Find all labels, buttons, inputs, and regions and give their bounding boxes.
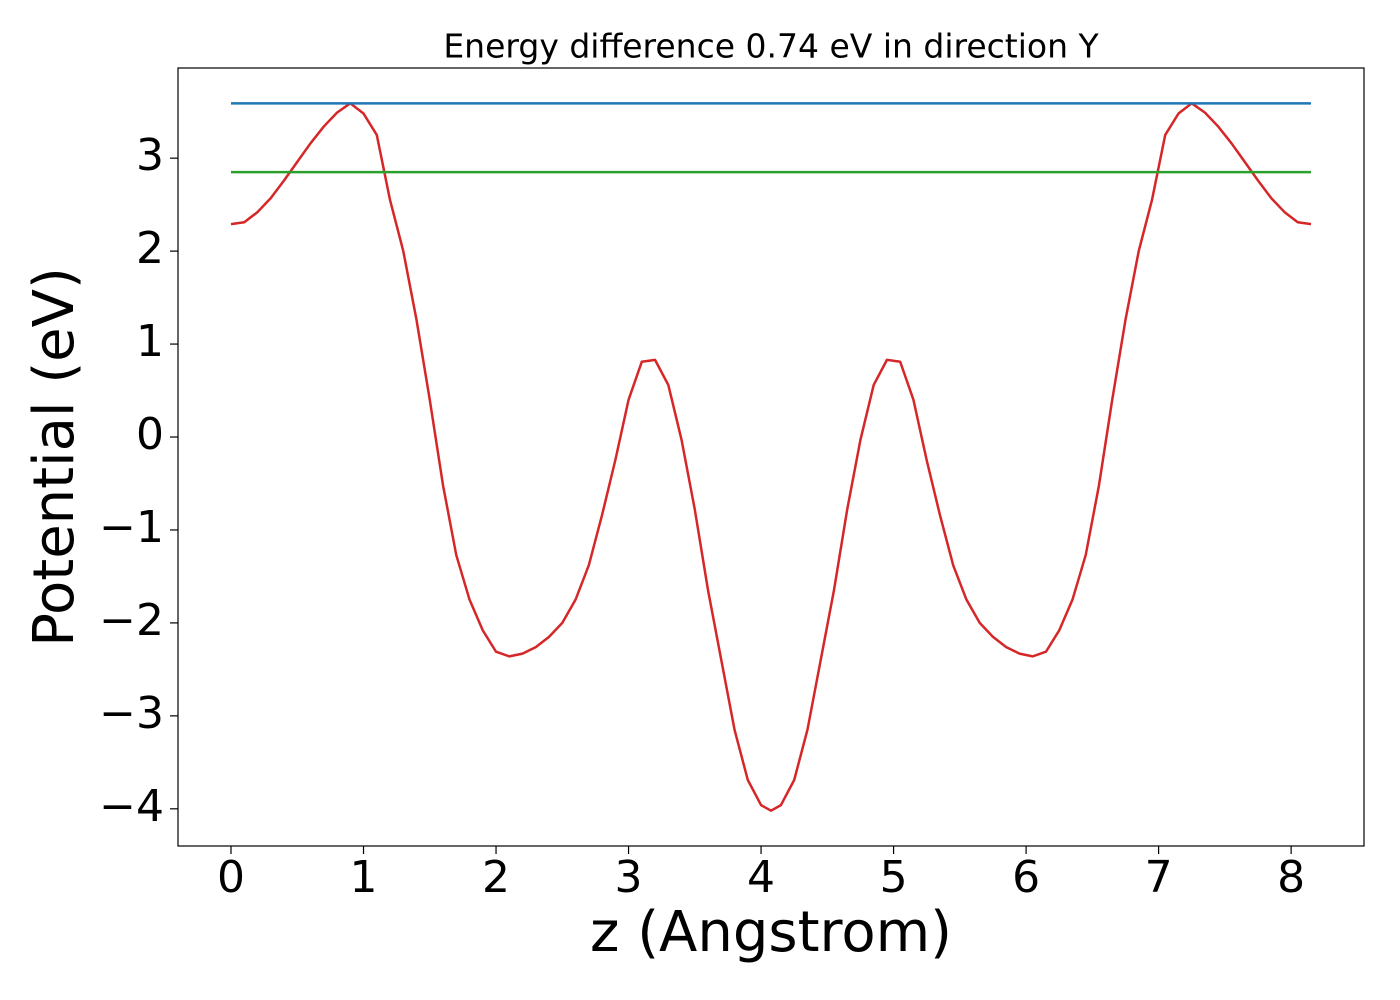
y-tick-label: −4: [99, 781, 164, 832]
chart-title: Energy difference 0.74 eV in direction Y: [443, 27, 1099, 66]
y-tick-label: −3: [99, 688, 164, 739]
x-tick-label: 8: [1277, 852, 1305, 903]
y-tick-label: 2: [136, 223, 164, 274]
x-tick-label: 4: [747, 852, 775, 903]
x-axis-label: z (Angstrom): [590, 900, 952, 965]
x-tick-label: 2: [482, 852, 510, 903]
x-tick-label: 3: [615, 852, 643, 903]
y-tick-label: −1: [99, 502, 164, 553]
y-axis-label: Potential (eV): [22, 267, 87, 647]
plot-frame: [177, 67, 1365, 847]
x-tick-label: 1: [350, 852, 378, 903]
x-tick-label: 5: [880, 852, 908, 903]
y-tick-label: −2: [99, 595, 164, 646]
y-tick-label: 0: [136, 409, 164, 460]
data-line: [230, 102, 1312, 812]
x-tick-label: 6: [1012, 852, 1040, 903]
x-tick-label: 0: [217, 852, 245, 903]
x-tick-label: 7: [1145, 852, 1173, 903]
y-tick-label: 1: [136, 316, 164, 367]
y-tick-label: 3: [136, 130, 164, 181]
